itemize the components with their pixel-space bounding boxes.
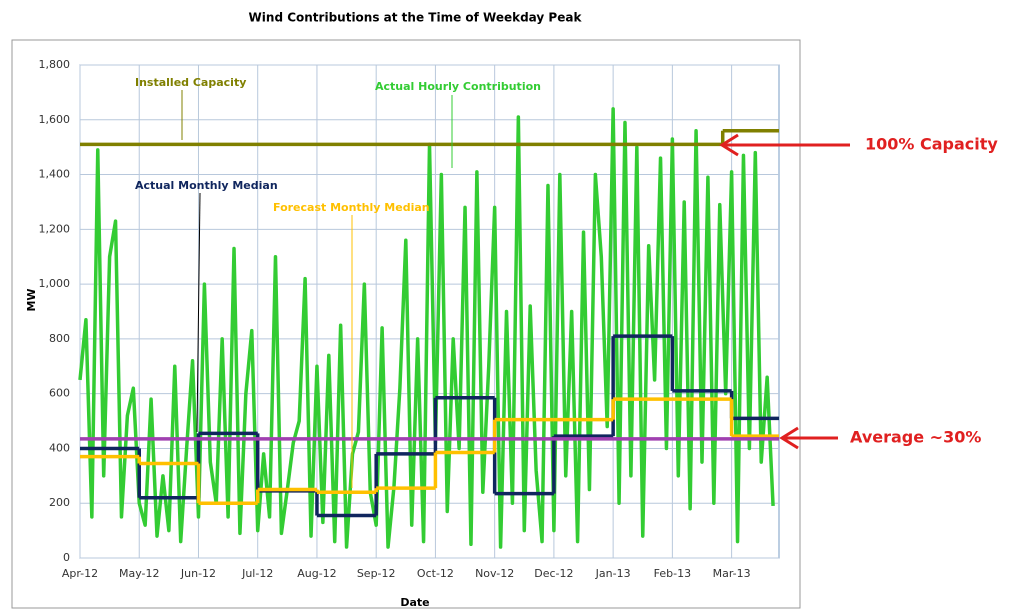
- x-tick-label: Apr-12: [62, 567, 98, 580]
- y-tick-label: 0: [63, 551, 70, 564]
- y-tick-label: 1,800: [39, 58, 71, 71]
- series-label: Average ~30%: [850, 428, 981, 447]
- series-label: Actual Hourly Contribution: [375, 80, 541, 93]
- x-tick-label: May-12: [119, 567, 160, 580]
- y-tick-label: 1,600: [39, 113, 71, 126]
- annotations: Installed Capacity Actual Hourly Contrib…: [135, 76, 998, 488]
- series-label: Installed Capacity: [135, 76, 246, 89]
- chart-title: Wind Contributions at the Time of Weekda…: [249, 11, 583, 25]
- series-label: Forecast Monthly Median: [273, 201, 430, 214]
- y-tick-label: 400: [49, 441, 70, 454]
- x-tick-label: Feb-13: [654, 567, 691, 580]
- y-tick-label: 1,400: [39, 168, 71, 181]
- y-tick-label: 1,000: [39, 277, 71, 290]
- x-tick-label: Jun-12: [180, 567, 216, 580]
- frame: [11, 39, 801, 609]
- arrow-head: [719, 133, 739, 157]
- x-tick-label: Mar-13: [713, 567, 751, 580]
- x-tick-label: Jan-13: [595, 567, 631, 580]
- x-tick-label: Oct-12: [417, 567, 454, 580]
- x-tick-label: Jul-12: [241, 567, 273, 580]
- x-tick-label: Sep-12: [357, 567, 396, 580]
- y-tick-label: 200: [49, 496, 70, 509]
- arrow-head: [779, 426, 799, 450]
- y-axis-label: MW: [25, 288, 38, 311]
- x-tick-label: Nov-12: [475, 567, 514, 580]
- y-tick-label: 800: [49, 332, 70, 345]
- pointer: [196, 192, 201, 433]
- annotation: 100% Capacity: [865, 135, 998, 154]
- x-tick-label: Aug-12: [297, 567, 336, 580]
- series-label: Actual Monthly Median: [135, 179, 278, 192]
- y-tick-label: 1,200: [39, 222, 71, 235]
- marks: [78, 107, 779, 549]
- y-tick-label: 600: [49, 387, 70, 400]
- x-axis-label: Date: [400, 596, 429, 609]
- x-tick-label: Dec-12: [534, 567, 573, 580]
